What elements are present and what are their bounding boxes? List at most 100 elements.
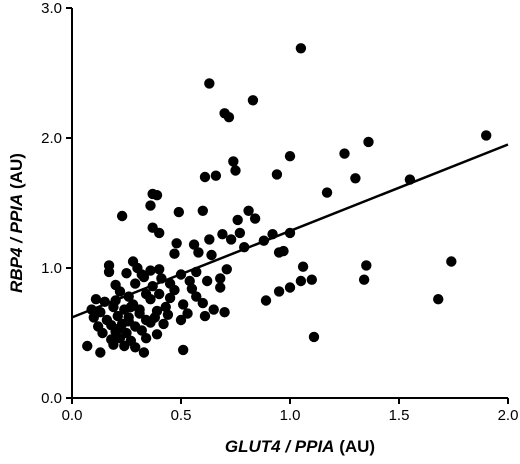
data-point (112, 310, 123, 322)
regression-line (71, 143, 509, 319)
ticks-layer: 0.0 0.5 1.0 1.5 2.0 0.0 1.0 2.0 3.0 (41, 0, 518, 424)
data-point (151, 190, 163, 201)
data-point (247, 95, 259, 106)
data-point (204, 78, 215, 89)
data-point (284, 151, 296, 162)
data-point (230, 165, 241, 176)
data-point (134, 304, 145, 315)
data-point (199, 171, 211, 183)
data-point (201, 275, 213, 287)
data-point (339, 148, 350, 159)
data-point (130, 278, 141, 289)
data-point (136, 325, 147, 336)
data-point (197, 205, 208, 216)
data-point (154, 288, 165, 300)
data-point (249, 213, 261, 224)
data-point (278, 245, 289, 257)
data-point (308, 331, 320, 343)
data-point (154, 227, 165, 239)
data-point (138, 347, 150, 358)
y-axis-title-unit-text: (AU) (7, 153, 26, 189)
data-point (171, 238, 182, 249)
data-point (177, 299, 189, 310)
data-point (191, 291, 202, 302)
data-point (145, 200, 156, 211)
data-point (361, 260, 372, 271)
y-tick-label: 1.0 (41, 260, 62, 277)
data-point (206, 249, 217, 261)
data-point (199, 310, 211, 322)
data-point (114, 333, 126, 344)
data-point (151, 329, 163, 340)
data-point (160, 301, 171, 313)
data-point (433, 294, 444, 305)
data-point (363, 136, 374, 148)
data-point (321, 187, 333, 198)
data-point (228, 156, 239, 167)
data-point (97, 327, 108, 339)
data-point (88, 312, 100, 323)
data-point (271, 169, 283, 180)
data-point (350, 173, 361, 184)
data-point (295, 275, 307, 287)
data-point (127, 256, 139, 267)
data-point (446, 256, 457, 267)
data-point (175, 314, 187, 326)
data-point (119, 340, 130, 352)
data-point (154, 264, 165, 275)
data-point (164, 292, 176, 304)
data-point (90, 294, 102, 305)
data-point (138, 271, 150, 283)
data-point (295, 43, 307, 54)
data-point (169, 248, 180, 259)
data-point (130, 342, 141, 353)
data-point (481, 130, 492, 141)
data-point (184, 275, 195, 287)
data-point (358, 274, 370, 285)
x-tick-label: 2.0 (498, 407, 519, 424)
data-point (158, 318, 169, 330)
data-point (82, 340, 93, 352)
x-axis-title-unit-text: (AU) (339, 437, 375, 456)
data-point (177, 344, 189, 356)
data-point (140, 333, 152, 344)
data-point (232, 214, 243, 226)
data-point (173, 206, 185, 218)
data-point (112, 323, 123, 335)
x-tick-label: 0.0 (62, 407, 83, 424)
y-tick-label: 0.0 (41, 390, 62, 407)
data-point (114, 286, 126, 297)
x-tick-label: 1.5 (389, 407, 410, 424)
data-point (125, 301, 137, 313)
data-point (219, 307, 230, 318)
data-point (273, 286, 285, 297)
data-point (95, 347, 106, 358)
y-axis-title: RBP4 / PPIA (AU) (7, 153, 26, 293)
points-layer (82, 43, 492, 358)
x-axis-title-italic: GLUT4 / PPIA (225, 437, 335, 456)
y-axis-title-italic: RBP4 / PPIA (7, 194, 26, 293)
data-point (208, 304, 219, 315)
data-point (243, 205, 254, 216)
data-point (217, 229, 228, 240)
data-point (169, 284, 180, 296)
data-point (193, 247, 204, 258)
x-axis-title: GLUT4 / PPIA (AU) (225, 437, 375, 456)
data-point (149, 312, 161, 323)
data-point (103, 266, 115, 278)
data-point (210, 170, 222, 181)
data-point (225, 234, 237, 245)
data-point (260, 295, 272, 306)
data-point (182, 308, 193, 319)
data-point (204, 234, 215, 245)
data-point (306, 274, 317, 285)
data-point (123, 312, 134, 323)
data-point (215, 273, 226, 284)
data-point (188, 239, 200, 250)
y-tick-label: 2.0 (41, 130, 62, 147)
data-point (215, 282, 226, 293)
data-point (116, 210, 128, 222)
x-tick-label: 1.0 (280, 407, 301, 424)
data-point (197, 297, 208, 309)
